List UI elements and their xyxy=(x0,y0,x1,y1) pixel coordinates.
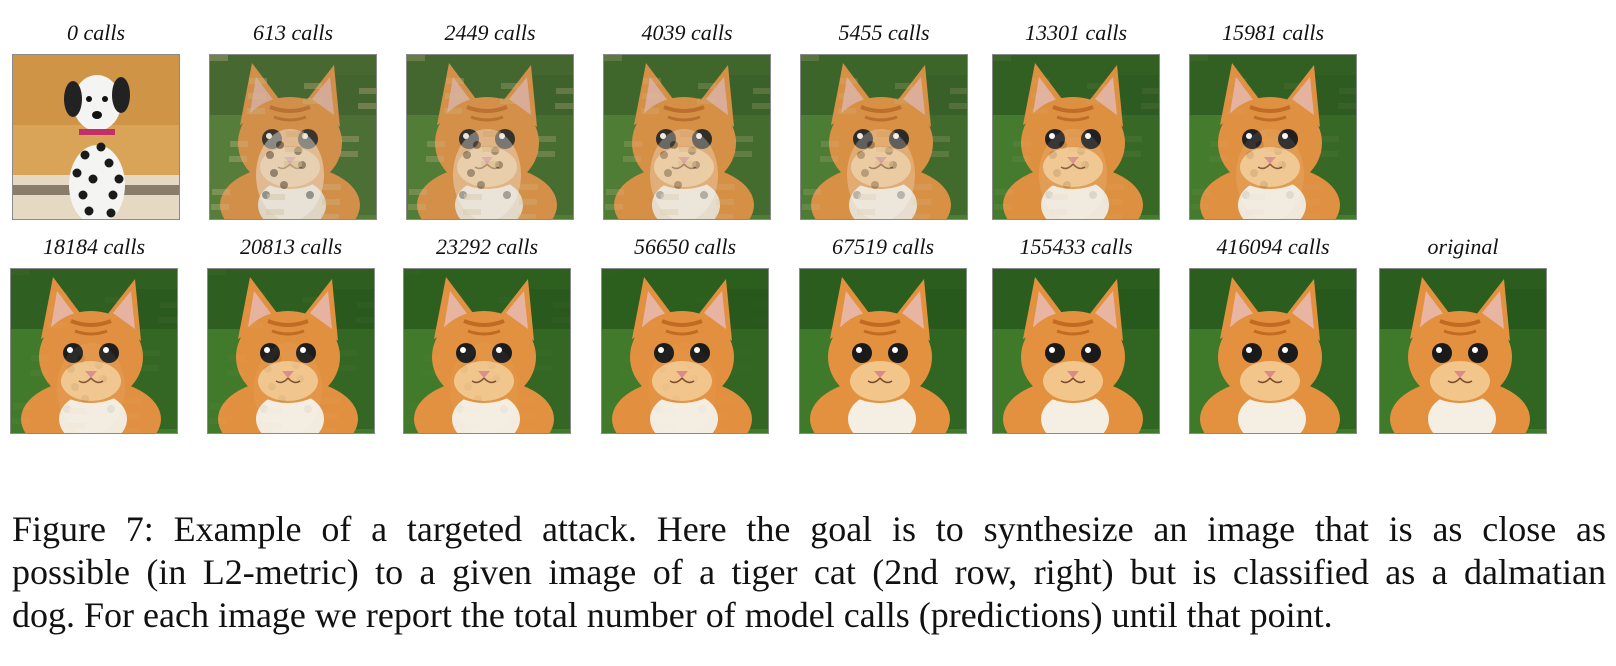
figure-panel: 416094 calls xyxy=(1189,234,1357,434)
figure-panel: 155433 calls xyxy=(992,234,1160,434)
panel-label: 20813 calls xyxy=(239,234,343,259)
figure-panel: 15981 calls xyxy=(1189,20,1357,220)
caption-line: Figure 7: Example of a targeted attack. … xyxy=(12,509,1606,549)
panel-label: 2449 calls xyxy=(444,20,536,45)
adversarial-image xyxy=(209,54,377,220)
caption-line: dog. For each image we report the total … xyxy=(12,595,1333,635)
figure-panel: 13301 calls xyxy=(992,20,1160,220)
figure-panel: 0 calls xyxy=(12,20,180,220)
panel-label: 23292 calls xyxy=(435,234,539,259)
adversarial-image xyxy=(800,54,968,220)
panel-label: 56650 calls xyxy=(633,234,737,259)
figure-panel: 67519 calls xyxy=(799,234,967,434)
adversarial-image xyxy=(992,268,1160,434)
adversarial-image xyxy=(406,54,574,220)
figure-panel: original xyxy=(1379,234,1547,434)
figure-panel: 5455 calls xyxy=(800,20,968,220)
panel-label: 613 calls xyxy=(252,20,334,45)
panel-label: 15981 calls xyxy=(1221,20,1325,45)
adversarial-image xyxy=(403,268,571,434)
panel-label: 13301 calls xyxy=(1024,20,1128,45)
adversarial-image xyxy=(1189,54,1357,220)
adversarial-image xyxy=(207,268,375,434)
adversarial-image xyxy=(1189,268,1357,434)
figure-panel: 20813 calls xyxy=(207,234,375,434)
panel-label: original xyxy=(1427,234,1499,259)
figure-panel: 613 calls xyxy=(209,20,377,220)
figure-panel: 56650 calls xyxy=(601,234,769,434)
adversarial-image xyxy=(992,54,1160,220)
panel-label: 416094 calls xyxy=(1216,234,1330,259)
panel-label: 0 calls xyxy=(66,20,126,45)
adversarial-image xyxy=(601,268,769,434)
panel-label: 5455 calls xyxy=(838,20,930,45)
panel-label: 155433 calls xyxy=(1019,234,1133,259)
panel-label: 18184 calls xyxy=(42,234,146,259)
figure-panel: 4039 calls xyxy=(603,20,771,220)
figure-panel: 2449 calls xyxy=(406,20,574,220)
panel-label: 4039 calls xyxy=(641,20,733,45)
panel-label: 67519 calls xyxy=(831,234,935,259)
figure-caption: Figure 7: Example of a targeted attack. … xyxy=(12,508,1606,637)
figure-panel: 23292 calls xyxy=(403,234,571,434)
tiger-cat-image xyxy=(1379,268,1547,434)
figure-panel: 18184 calls xyxy=(10,234,178,434)
adversarial-image xyxy=(603,54,771,220)
adversarial-image xyxy=(10,268,178,434)
caption-line: possible (in L2-metric) to a given image… xyxy=(12,552,1606,592)
dalmatian-image xyxy=(12,54,180,220)
adversarial-image xyxy=(799,268,967,434)
